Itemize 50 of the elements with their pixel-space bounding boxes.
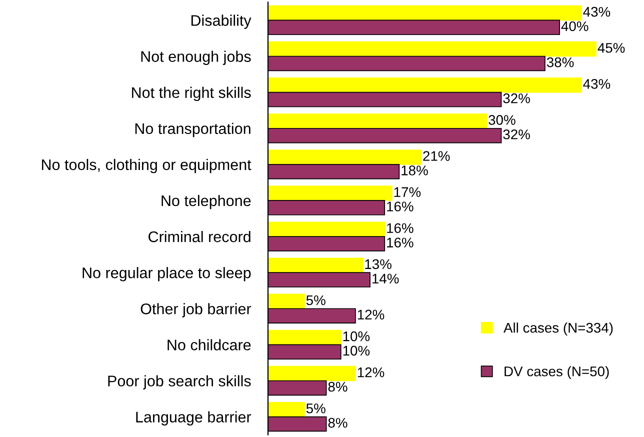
y-tick-label: Other job barrier <box>140 303 252 318</box>
data-label: 43% <box>583 79 610 89</box>
y-tick-label: Poor job search skills <box>108 375 251 390</box>
bar <box>268 5 582 21</box>
data-label: 45% <box>598 43 625 53</box>
data-label: 17% <box>394 187 421 197</box>
data-label: 16% <box>387 202 414 212</box>
data-label: 30% <box>488 115 516 125</box>
bar <box>268 186 392 201</box>
y-tick-label: Not enough jobs <box>141 50 251 65</box>
y-tick-label: Criminal record <box>148 230 250 242</box>
y-tick-label: Not the right skills <box>132 86 251 102</box>
data-label: 12% <box>358 310 384 320</box>
data-label: 21% <box>423 151 450 161</box>
y-tick-label: No transportation <box>135 122 250 138</box>
data-label: 38% <box>546 57 574 68</box>
y-tick-label: No tools, clothing or equipment <box>42 158 252 174</box>
data-label: 32% <box>503 129 530 140</box>
bar <box>268 366 356 382</box>
data-label: 16% <box>387 223 414 234</box>
legend-label: All cases (N=334) <box>504 322 613 336</box>
bar <box>268 402 305 418</box>
y-tick-label: No telephone <box>162 194 251 210</box>
data-label: 10% <box>343 331 370 342</box>
y-tick-label: Disability <box>191 14 252 29</box>
y-tick-label: Language barrier <box>136 411 252 426</box>
data-label: 5% <box>306 404 326 414</box>
data-label: 40% <box>561 21 588 32</box>
legend-label: DV cases (N=50) <box>504 366 609 380</box>
data-label: 12% <box>358 367 384 378</box>
data-label: 5% <box>306 295 326 306</box>
data-label: 10% <box>343 346 370 356</box>
data-label: 8% <box>328 418 348 428</box>
bar <box>268 114 488 129</box>
bar <box>268 330 342 346</box>
data-label: 8% <box>328 382 348 392</box>
data-label: 43% <box>583 6 610 17</box>
data-label: 16% <box>387 238 414 248</box>
bar <box>268 150 422 165</box>
data-label: 32% <box>503 93 530 104</box>
bar <box>268 222 386 237</box>
bar <box>268 258 364 273</box>
bar <box>268 294 305 310</box>
y-tick-label: No regular place to sleep <box>82 267 251 282</box>
y-tick-label: No childcare <box>168 339 251 350</box>
bar <box>268 41 596 57</box>
data-label: 13% <box>365 259 392 270</box>
data-label: 14% <box>372 274 399 284</box>
data-label: 18% <box>402 166 428 176</box>
bar <box>268 77 582 93</box>
